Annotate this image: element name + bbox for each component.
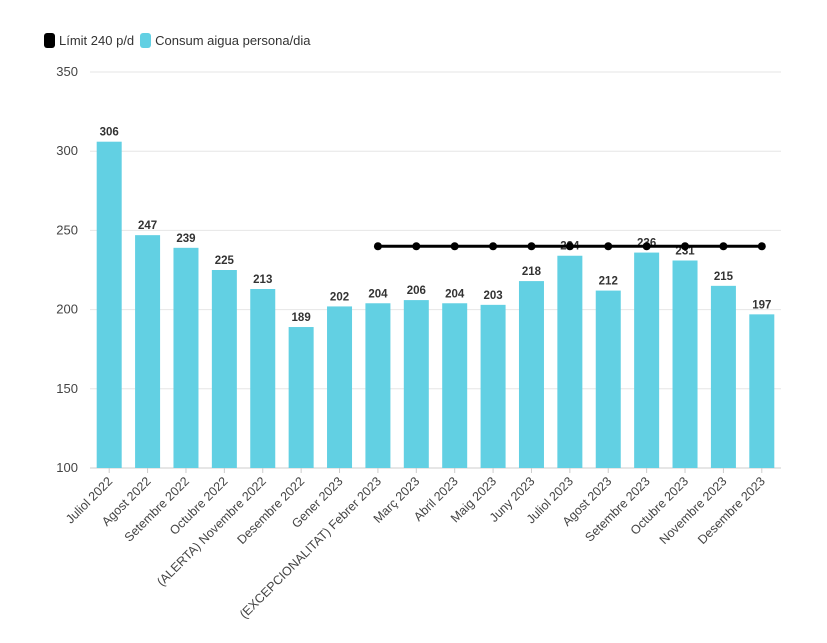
- bar: [403, 300, 429, 468]
- limit-line-point: [373, 242, 382, 251]
- bar: [480, 304, 506, 468]
- limit-line-point: [412, 242, 421, 251]
- bar: [595, 290, 621, 468]
- bar: [442, 303, 468, 468]
- bar: [634, 252, 660, 468]
- bar: [288, 327, 314, 468]
- limit-line-point: [757, 242, 766, 251]
- y-tick-label: 100: [56, 460, 78, 475]
- bar: [173, 247, 199, 468]
- legend-item-consumption[interactable]: Consum aigua persona/dia: [140, 32, 311, 48]
- bar-label: 189: [292, 312, 311, 324]
- bars: [96, 141, 775, 469]
- bar: [211, 270, 237, 468]
- legend-label-limit: Límit 240 p/d: [59, 32, 135, 48]
- legend-item-limit[interactable]: Límit 240 p/d: [44, 32, 135, 48]
- legend-swatch-consumption: [140, 32, 152, 48]
- bar-label: 197: [752, 299, 771, 311]
- legend: Límit 240 p/d Consum aigua persona/dia: [44, 31, 317, 49]
- grid: [90, 71, 781, 469]
- bar: [749, 314, 775, 468]
- legend-swatch-limit: [44, 32, 55, 48]
- bar: [96, 141, 122, 469]
- limit-line-point: [719, 242, 728, 251]
- limit-line-point: [565, 242, 574, 251]
- limit-line-point: [681, 242, 690, 251]
- x-tick-label: Desembre 2023: [695, 474, 768, 547]
- y-tick-label: 350: [56, 64, 78, 79]
- bar-label: 204: [368, 288, 388, 300]
- bar: [557, 255, 583, 468]
- y-tick-label: 300: [56, 143, 78, 158]
- bar-label: 203: [483, 290, 502, 302]
- bar-label: 218: [522, 266, 542, 278]
- bar: [672, 260, 698, 468]
- limit-line: [373, 242, 766, 251]
- x-tick-label: (EXCEPCIONALITAT) Febrer 2023: [237, 474, 384, 621]
- bar: [135, 235, 161, 468]
- bar-label: 215: [714, 271, 734, 283]
- legend-label-consumption: Consum aigua persona/dia: [155, 32, 311, 48]
- limit-line-point: [527, 242, 536, 251]
- bar: [327, 306, 353, 468]
- x-tick-label: Novembre 2023: [657, 474, 730, 547]
- bar: [365, 303, 391, 468]
- bar-label: 239: [176, 233, 195, 245]
- y-tick-label: 150: [56, 381, 78, 396]
- limit-line-point: [489, 242, 498, 251]
- bar-label: 204: [445, 288, 465, 300]
- bar: [710, 285, 736, 468]
- x-tick-label: Desembre 2022: [234, 474, 307, 547]
- bar: [250, 289, 276, 468]
- bar-label: 306: [100, 127, 119, 139]
- limit-line-point: [642, 242, 651, 251]
- bar-labels: 3062472392252131892022042062042032182342…: [100, 127, 772, 324]
- limit-line-point: [450, 242, 459, 251]
- bar-label: 213: [253, 274, 272, 286]
- bar: [518, 281, 544, 468]
- bar-label: 212: [599, 276, 618, 288]
- y-tick-label: 200: [56, 302, 78, 317]
- y-axis-ticks: 100 150 200 250 300 350: [56, 64, 78, 475]
- limit-line-point: [604, 242, 613, 251]
- bar-label: 231: [675, 245, 695, 257]
- bar-label: 247: [138, 220, 157, 232]
- y-tick-label: 250: [56, 222, 78, 237]
- bar-label: 202: [330, 291, 349, 303]
- bar-label: 206: [407, 285, 426, 297]
- bar-label: 225: [215, 255, 235, 267]
